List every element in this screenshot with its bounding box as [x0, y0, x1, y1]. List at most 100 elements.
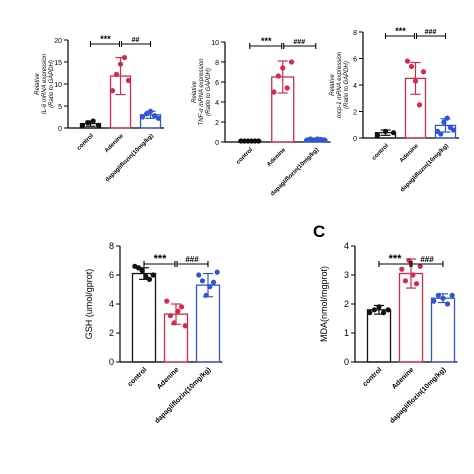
data-point	[406, 257, 412, 264]
significance-label: ***	[395, 26, 406, 36]
data-point	[95, 122, 102, 128]
data-point	[85, 120, 91, 126]
data-point	[117, 61, 124, 67]
data-point	[109, 88, 116, 94]
data-point	[399, 266, 405, 272]
data-point	[113, 71, 120, 77]
data-point	[420, 69, 427, 75]
data-point	[146, 276, 153, 282]
y-tick-label: 2	[344, 299, 349, 309]
chart-mda: 0 1 2 3 4 MDA(nmol/mgprot) control Adeninedapag…	[319, 241, 458, 425]
data-point	[167, 313, 174, 319]
data-point	[121, 55, 128, 61]
y-tick-label: 3	[344, 270, 349, 280]
data-point	[445, 301, 451, 307]
bar-0	[366, 309, 392, 363]
y-axis-label-line: IL-6 mRNA expression	[42, 53, 48, 114]
significance-label: ###	[425, 29, 437, 36]
significance-label: ###	[293, 39, 305, 46]
y-axis-label-line: GSH (umol/gprot)	[84, 269, 94, 340]
data-point	[182, 323, 188, 329]
category-label: control	[362, 366, 384, 388]
y-axis-label-line: MDA(nmol/mgprot)	[319, 266, 329, 342]
y-tick-label: 0	[344, 357, 349, 367]
data-point	[135, 265, 142, 271]
chart-mcp1: 0 2 4 6 8 Relativemcp-1 mRNA expression(Ratio…	[330, 26, 459, 193]
y-tick-label: 0	[109, 357, 114, 367]
y-tick-label: 0	[353, 136, 357, 143]
y-axis-label-line: (Ratio to GAPDH)	[49, 60, 55, 108]
data-point	[390, 130, 397, 136]
data-point	[203, 292, 209, 298]
category-label: Adenine	[156, 366, 181, 391]
data-point	[151, 113, 158, 119]
category-label: Adenine	[391, 366, 416, 391]
data-point	[207, 284, 213, 290]
category-label: Adenine	[266, 147, 287, 168]
y-tick-label: 10	[54, 82, 62, 89]
data-point	[441, 119, 447, 125]
significance-label: ***	[261, 36, 272, 46]
significance-label: ***	[100, 34, 111, 44]
y-axis-label: MDA(nmol/mgprot)	[319, 266, 329, 342]
data-point	[143, 273, 149, 280]
data-point	[450, 127, 457, 133]
data-point	[143, 111, 150, 117]
data-point	[139, 114, 146, 120]
y-tick-label: 10	[211, 40, 219, 47]
data-point	[381, 310, 387, 316]
category-label: Adenine	[399, 143, 420, 164]
data-point	[402, 278, 409, 284]
y-axis-label-line: mcp-1 mRNA expression	[337, 51, 343, 118]
y-tick-label: 4	[215, 100, 219, 107]
chart-gsh: 0 2 4 6 8 GSH (umol/gprot) control Adeninedapag…	[84, 241, 223, 425]
category-label: dapagliflozin(10mg/kg)	[154, 366, 213, 425]
data-point	[275, 73, 281, 79]
y-tick-label: 4	[344, 241, 349, 251]
data-point	[210, 279, 217, 285]
significance-label: ***	[389, 253, 403, 265]
data-point	[155, 115, 162, 121]
significance-label: ***	[154, 253, 168, 265]
panel-letter: C	[313, 222, 326, 241]
y-tick-label: 8	[109, 241, 114, 251]
data-point	[214, 269, 220, 275]
y-tick-label: 0	[58, 126, 62, 133]
chart-il6: 0 5 10 15 20 RelativeIL-6 mRNA expression(Rat…	[35, 34, 164, 183]
y-axis-label-line: Relative	[35, 73, 41, 95]
data-point	[175, 308, 181, 314]
data-point	[376, 304, 382, 310]
y-tick-label: 4	[353, 83, 357, 90]
y-tick-label: 4	[109, 299, 114, 309]
y-tick-label: 2	[353, 110, 357, 117]
data-point	[385, 307, 391, 313]
data-point	[382, 128, 389, 134]
y-axis-label-line: Relative	[330, 74, 336, 96]
significance-label: ###	[420, 255, 434, 264]
data-point	[440, 295, 446, 301]
category-label: control	[371, 143, 390, 162]
data-point	[79, 122, 86, 128]
y-tick-label: 6	[353, 57, 357, 64]
y-tick-label: 8	[353, 30, 357, 37]
data-point	[321, 137, 328, 143]
category-label: Adenine	[104, 133, 125, 154]
category-label: dapagliflozin(10mg/kg)	[389, 366, 448, 425]
data-point	[416, 102, 423, 108]
data-point	[449, 292, 455, 298]
y-tick-label: 8	[215, 60, 219, 67]
bar-2	[430, 297, 456, 363]
significance-label: ##	[132, 37, 140, 44]
data-point	[271, 89, 277, 95]
y-axis-label: RelativeTNF-α mRNA expression(Ratio to G…	[192, 58, 212, 126]
data-point	[280, 65, 286, 71]
chart-tnf: 0 2 4 6 8 10 RelativeTNF-α mRNA expression(Rat…	[192, 36, 331, 197]
y-tick-label: 5	[58, 104, 62, 111]
data-point	[410, 272, 416, 278]
data-point	[147, 108, 154, 114]
y-tick-label: 6	[109, 270, 114, 280]
y-tick-label: 1	[344, 328, 349, 338]
y-tick-label: 15	[54, 60, 62, 67]
y-axis-label: RelativeIL-6 mRNA expression(Ratio to GA…	[35, 53, 55, 114]
data-point	[371, 307, 377, 313]
